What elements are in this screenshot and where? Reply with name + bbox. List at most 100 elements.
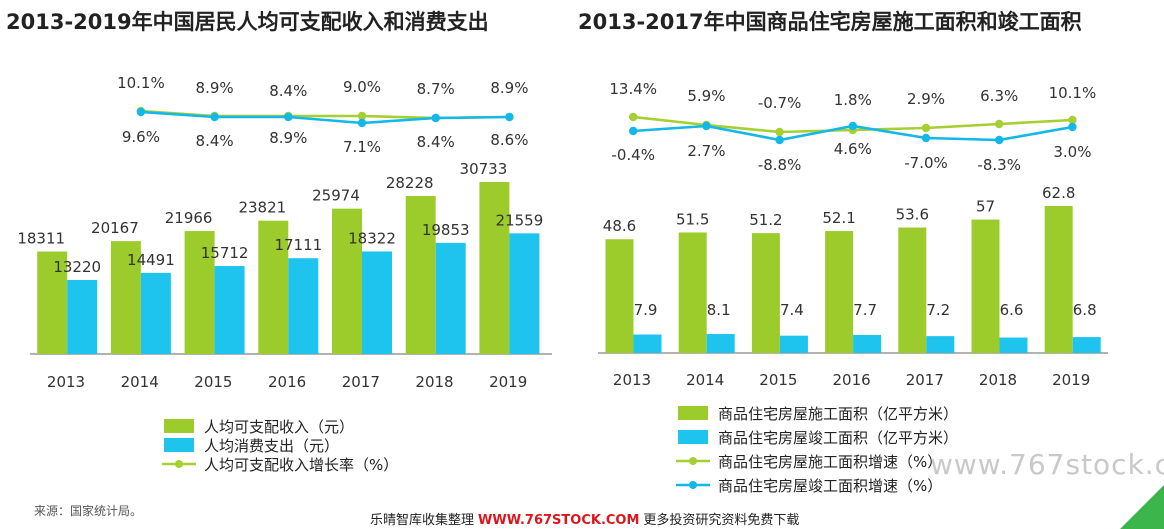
c1-line-series2	[140, 110, 510, 125]
c1-legend-swatch-0	[164, 419, 194, 433]
c1-label-series2-2014: 14491	[127, 251, 175, 269]
c2-line2-point-1	[702, 121, 711, 131]
c2-label-series1-2014: 51.5	[676, 210, 709, 228]
c2-bar-series2-2016	[853, 334, 882, 353]
c1-tick-2017: 2017	[342, 373, 380, 391]
c1-line1-label-4: 8.7%	[417, 80, 455, 98]
footer-suffix: 更多投资研究资料免费下载	[643, 513, 800, 528]
c2-line1-label-0: 13.4%	[609, 80, 657, 98]
c2-line2-point-2	[775, 135, 784, 145]
c1-label-series2-2019: 21559	[496, 211, 544, 229]
c2-tick-2013: 2013	[613, 371, 651, 389]
c2-tick-2014: 2014	[686, 371, 724, 389]
c1-bar-series1-2013	[37, 251, 68, 354]
left-chart-title: 2013-2019年中国居民人均可支配收入和消费支出	[6, 10, 489, 34]
c2-bar-series2-2018	[999, 337, 1028, 353]
c1-line1-label-5: 8.9%	[490, 79, 528, 97]
c1-label-series2-2016: 17111	[274, 236, 322, 254]
c2-line1-point-4	[921, 123, 931, 133]
c1-line1-point-3	[357, 111, 367, 121]
c2-line1-label-4: 2.9%	[907, 90, 945, 108]
corner-decoration	[1120, 485, 1164, 529]
c1-line2-point-5	[505, 112, 514, 122]
c2-label-series2-2019: 6.8	[1073, 301, 1097, 319]
c2-line1-label-1: 5.9%	[687, 87, 725, 105]
c1-label-series2-2015: 15712	[201, 244, 249, 262]
c1-label-series1-2014: 20167	[91, 219, 139, 237]
c2-label-series2-2017: 7.2	[926, 301, 950, 319]
c2-bar-series1-2018	[971, 219, 1000, 353]
c2-bar-series1-2014	[678, 232, 707, 353]
c2-bar-series1-2017	[898, 227, 927, 353]
c2-bar-series2-2017	[926, 336, 955, 353]
c1-legend-swatch-1	[164, 438, 194, 452]
c2-line1-label-2: -0.7%	[758, 94, 802, 112]
c1-bar-series1-2016	[258, 220, 289, 354]
c1-line2-label-1: 8.4%	[196, 132, 234, 150]
c2-line2-label-6: 3.0%	[1053, 143, 1091, 161]
c2-tick-2019: 2019	[1052, 371, 1090, 389]
c2-legend-marker-3	[689, 481, 697, 489]
c1-label-series1-2013: 18311	[17, 230, 65, 248]
c1-bar-series1-2019	[479, 182, 510, 354]
c2-bar-series1-2019	[1044, 206, 1073, 353]
c1-tick-2013: 2013	[47, 373, 85, 391]
c1-label-series2-2018: 19853	[422, 221, 470, 239]
c1-label-series1-2017: 25974	[312, 187, 360, 205]
c1-legend-text-2: 人均可支配收入增长率（%）	[204, 456, 398, 474]
c1-tick-2018: 2018	[415, 373, 453, 391]
c2-tick-2017: 2017	[906, 371, 944, 389]
c1-legend-marker-2	[175, 460, 183, 468]
c2-line1-label-5: 6.3%	[980, 87, 1018, 105]
c2-label-series1-2018: 57	[976, 198, 995, 216]
c1-bar-series2-2014	[140, 272, 171, 354]
c2-line1-point-5	[995, 119, 1004, 129]
c2-label-series2-2014: 8.1	[707, 301, 731, 319]
c1-line2-label-2: 8.9%	[269, 129, 307, 147]
c2-line2-label-3: 4.6%	[834, 140, 872, 158]
c2-line2-label-2: -8.8%	[758, 156, 802, 174]
c2-line1-point-2	[775, 127, 784, 137]
c2-label-series1-2016: 52.1	[822, 209, 855, 227]
c1-line2-point-3	[357, 118, 367, 128]
c1-bar-series2-2018	[435, 242, 466, 354]
c2-label-series1-2013: 48.6	[603, 217, 636, 235]
c2-legend-text-0: 商品住宅房屋施工面积（亿平方米）	[718, 405, 958, 423]
c2-line1-point-0	[629, 112, 638, 122]
c2-label-series1-2015: 51.2	[749, 211, 782, 229]
c2-tick-2018: 2018	[979, 371, 1017, 389]
c1-line2-label-5: 8.6%	[490, 131, 528, 149]
c2-line2-point-5	[995, 135, 1004, 145]
footer-url[interactable]: WWW.767STOCK.COM	[478, 513, 640, 528]
c1-tick-2015: 2015	[194, 373, 232, 391]
c2-bar-series2-2014	[706, 334, 735, 353]
c1-bar-series1-2017	[332, 208, 362, 354]
c2-label-series1-2019: 62.8	[1042, 184, 1075, 202]
c2-legend-text-3: 商品住宅房屋竣工面积增速（%）	[718, 477, 942, 495]
c1-tick-2014: 2014	[121, 373, 159, 391]
c1-bar-series1-2015	[184, 231, 215, 354]
c2-line2-label-5: -8.3%	[977, 156, 1021, 174]
c2-legend-marker-2	[689, 457, 697, 465]
c2-line2-label-4: -7.0%	[904, 154, 948, 172]
c2-label-series1-2017: 53.6	[896, 206, 929, 224]
c1-line2-point-2	[284, 112, 293, 122]
c2-label-series2-2016: 7.7	[853, 301, 877, 319]
c2-bar-series2-2013	[633, 334, 662, 353]
c2-bar-series1-2016	[825, 231, 854, 353]
c2-bar-series1-2015	[751, 233, 780, 353]
c2-label-series2-2018: 6.6	[1000, 301, 1024, 319]
c1-tick-2016: 2016	[268, 373, 306, 391]
c1-line2-label-4: 8.4%	[417, 133, 455, 151]
c1-legend-text-0: 人均可支配收入（元）	[204, 418, 354, 436]
right-chart-title: 2013-2017年中国商品住宅房屋施工面积和竣工面积	[578, 10, 1082, 34]
c1-line2-point-1	[210, 112, 219, 122]
footer-banner: 乐晴智库收集整理 WWW.767STOCK.COM 更多投资研究资料免费下载	[370, 509, 799, 528]
c1-bar-series2-2017	[362, 251, 392, 354]
c1-bar-series1-2014	[110, 241, 141, 354]
c1-bar-series2-2013	[67, 280, 98, 354]
watermark-text: www.767stock.com	[930, 448, 1164, 481]
c2-bar-series2-2015	[779, 335, 808, 353]
c1-tick-2019: 2019	[489, 373, 527, 391]
